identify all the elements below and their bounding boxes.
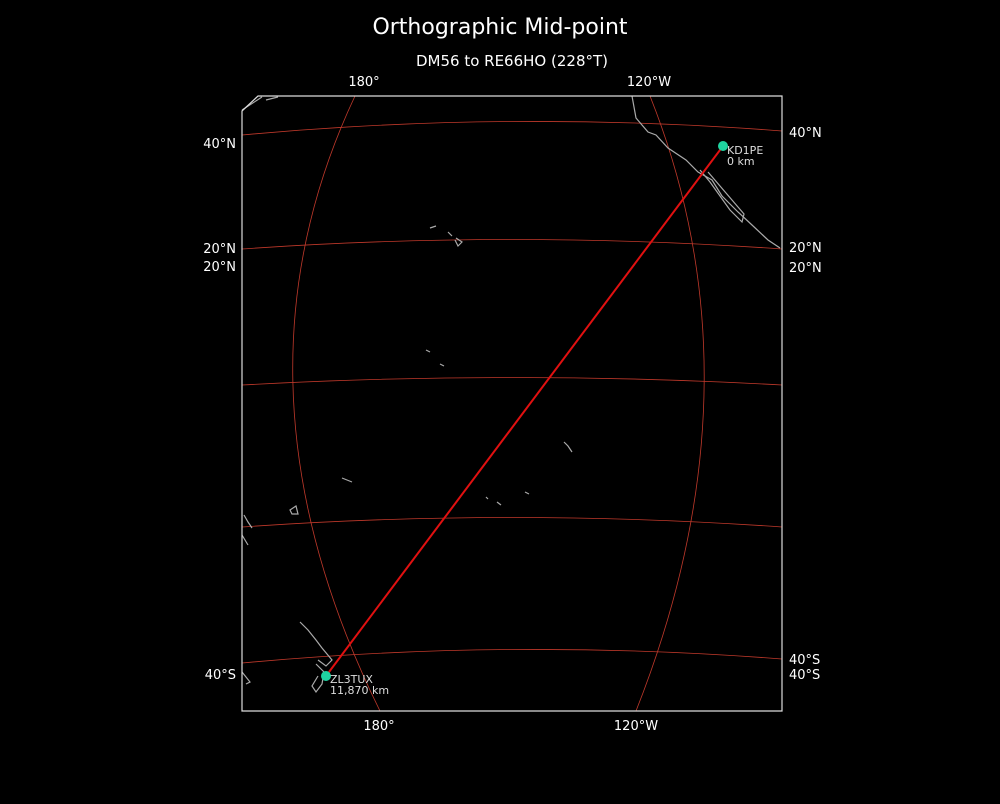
title: Orthographic Mid-point — [372, 15, 627, 40]
parallel — [241, 517, 783, 528]
parallel — [241, 377, 783, 386]
station-distance: 0 km — [727, 155, 755, 168]
map-frame — [241, 95, 783, 712]
subtitle: DM56 to RE66HO (228°T) — [416, 52, 608, 70]
graticule-label: 20°N — [203, 260, 236, 275]
meridian — [635, 95, 705, 712]
station-marker — [718, 141, 728, 151]
station-label: ZL3TUX — [330, 673, 373, 686]
graticule-label: 20°N — [789, 261, 822, 276]
coastline — [429, 225, 463, 248]
graticule-label: 180° — [363, 719, 394, 734]
coastline — [241, 505, 299, 546]
meridian — [292, 95, 381, 712]
coastline — [699, 169, 745, 224]
coastline — [631, 95, 781, 249]
graticule-label: 40°S — [789, 668, 820, 683]
parallel — [241, 239, 783, 250]
station-marker — [321, 671, 331, 681]
coastline — [299, 621, 333, 694]
coastline — [341, 349, 573, 506]
parallel — [241, 649, 783, 664]
station-label: KD1PE — [727, 144, 763, 157]
graticule-label: 40°N — [203, 137, 236, 152]
great-circle-path — [325, 145, 724, 677]
graticule-label: 20°N — [789, 241, 822, 256]
graticule-label: 120°W — [614, 719, 658, 734]
parallel — [241, 121, 783, 136]
graticule-label: 120°W — [627, 75, 671, 90]
graticule-label: 40°S — [789, 653, 820, 668]
graticule-label: 40°N — [789, 126, 822, 141]
graticule-label: 40°S — [205, 668, 236, 683]
graticule — [241, 95, 783, 712]
station-distance: 11,870 km — [330, 684, 389, 697]
graticule-label: 20°N — [203, 242, 236, 257]
graticule-label: 180° — [348, 75, 379, 90]
